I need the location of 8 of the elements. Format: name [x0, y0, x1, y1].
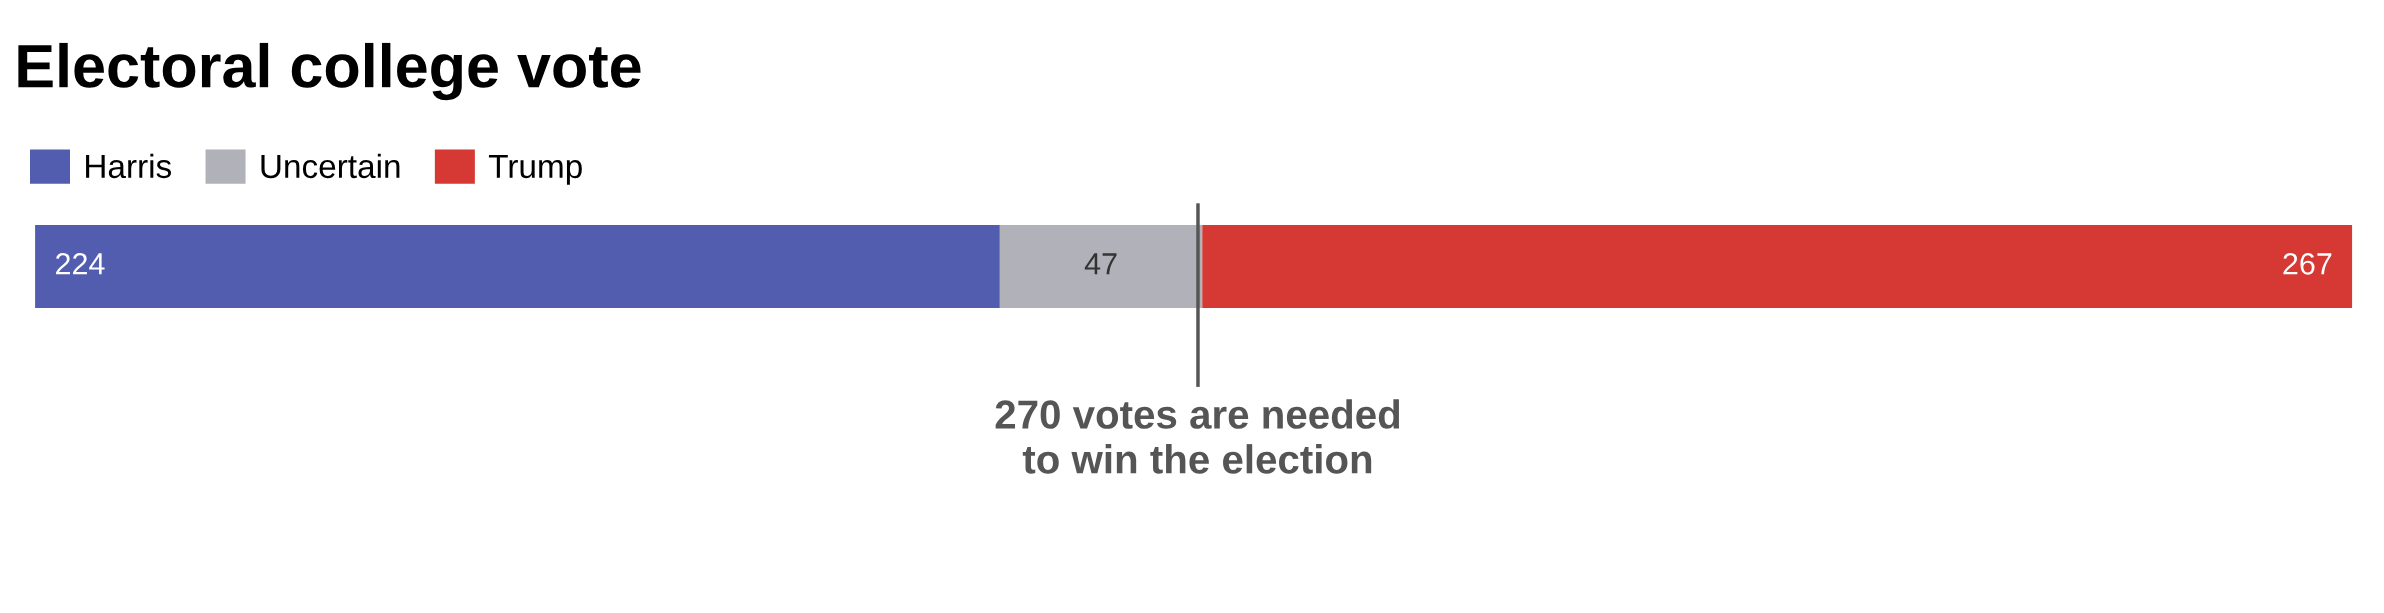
data-label: 47: [1084, 253, 1117, 275]
legend-label: Uncertain: [261, 153, 400, 179]
legend-label: Harris: [86, 153, 172, 179]
ref-line-label: 270 votes are needed to win the election: [995, 399, 1400, 474]
chart-title: Electoral college vote: [18, 42, 641, 101]
legend-label: Trump: [488, 154, 582, 185]
data-label: 224: [56, 253, 105, 275]
data-label: 267: [2283, 253, 2332, 275]
